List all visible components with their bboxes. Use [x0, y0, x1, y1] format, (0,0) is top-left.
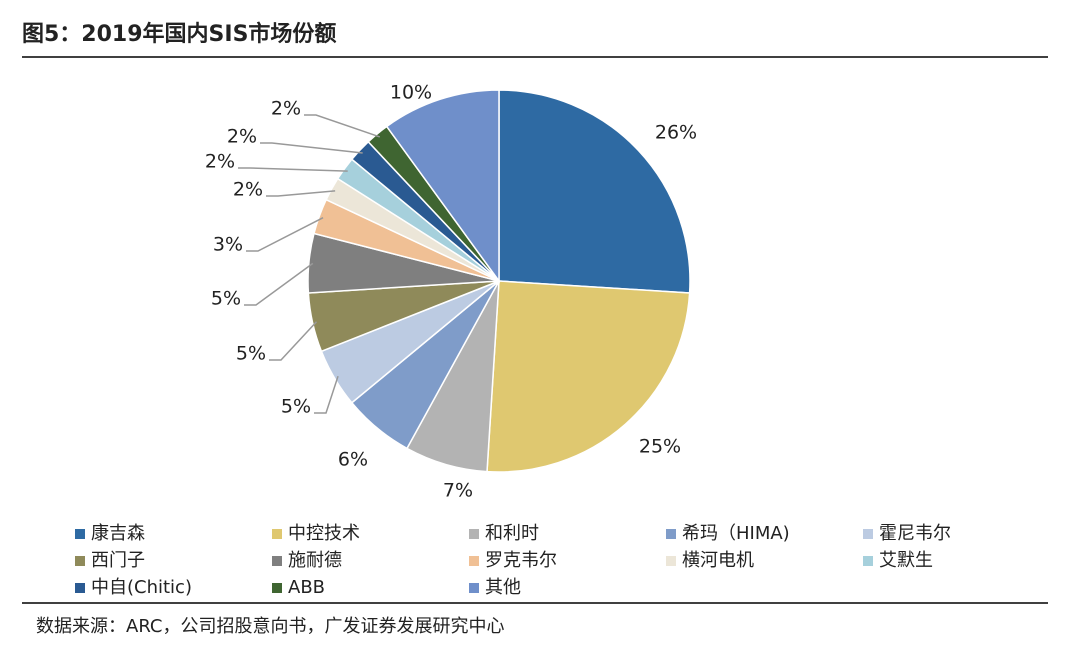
legend-swatch	[75, 529, 85, 539]
data-label: 2%	[205, 151, 235, 173]
data-label: 3%	[213, 234, 243, 256]
data-label: 2%	[233, 179, 263, 201]
leader-line	[246, 216, 324, 252]
legend-swatch	[666, 529, 676, 539]
data-label: 2%	[271, 98, 301, 120]
data-label: 7%	[443, 480, 473, 502]
legend-swatch	[469, 556, 479, 566]
legend-label: 罗克韦尔	[485, 550, 557, 571]
leader-line	[244, 262, 314, 306]
legend-label: 康吉森	[91, 523, 145, 544]
data-label: 5%	[236, 343, 266, 365]
legend-label: 横河电机	[682, 550, 754, 571]
legend-label: 其他	[485, 577, 521, 598]
legend-swatch	[469, 583, 479, 593]
leader-line	[266, 190, 336, 197]
legend-swatch	[666, 556, 676, 566]
leader-line	[314, 375, 339, 414]
pie-slice	[486, 280, 691, 473]
legend-swatch	[75, 583, 85, 593]
source-note: 数据来源：ARC，公司招股意向书，广发证券发展研究中心	[36, 616, 505, 637]
legend-label: ABB	[288, 577, 325, 598]
legend-swatch	[469, 529, 479, 539]
data-label: 6%	[338, 449, 368, 471]
data-label: 2%	[227, 126, 257, 148]
pie-slice	[498, 89, 691, 294]
legend-label: 艾默生	[879, 550, 933, 571]
legend-swatch	[272, 556, 282, 566]
data-label: 5%	[211, 288, 241, 310]
leader-line	[304, 114, 381, 138]
legend-swatch	[272, 583, 282, 593]
data-label: 10%	[390, 82, 432, 104]
pie-slice	[385, 89, 500, 284]
chart-title: 图5：2019年国内SIS市场份额	[22, 21, 336, 47]
data-label: 5%	[281, 396, 311, 418]
leader-line	[238, 167, 348, 172]
legend-swatch	[75, 556, 85, 566]
data-label: 26%	[655, 122, 697, 144]
legend-label: 霍尼韦尔	[879, 523, 951, 544]
legend-label: 中自(Chitic)	[91, 577, 192, 598]
leader-line	[260, 142, 363, 154]
legend-label: 施耐德	[288, 550, 342, 571]
legend-label: 中控技术	[288, 523, 360, 544]
legend-label: 和利时	[485, 523, 539, 544]
legend-swatch	[863, 556, 873, 566]
legend-label: 西门子	[91, 550, 145, 571]
data-label: 25%	[639, 436, 681, 458]
legend-swatch	[863, 529, 873, 539]
legend-swatch	[272, 529, 282, 539]
leader-line	[269, 321, 318, 361]
legend-label: 希玛（HIMA)	[682, 523, 790, 544]
